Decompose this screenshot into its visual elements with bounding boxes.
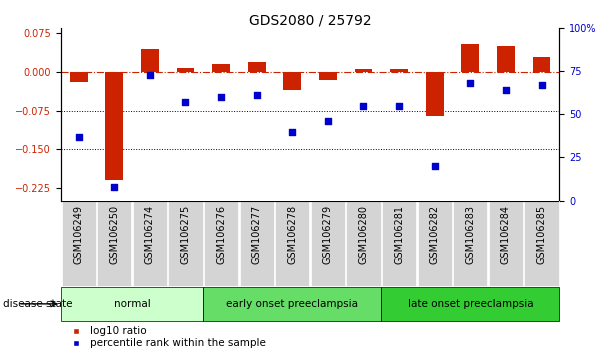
FancyBboxPatch shape bbox=[61, 201, 95, 286]
FancyBboxPatch shape bbox=[489, 201, 523, 286]
Point bbox=[323, 119, 333, 124]
FancyBboxPatch shape bbox=[311, 201, 345, 286]
Bar bbox=[283, 72, 301, 90]
FancyBboxPatch shape bbox=[133, 201, 167, 286]
Point bbox=[109, 184, 119, 190]
Legend: log10 ratio, percentile rank within the sample: log10 ratio, percentile rank within the … bbox=[66, 326, 266, 348]
FancyBboxPatch shape bbox=[240, 201, 274, 286]
Text: normal: normal bbox=[114, 299, 150, 309]
Point bbox=[181, 99, 190, 105]
FancyBboxPatch shape bbox=[381, 287, 559, 321]
Text: early onset preeclampsia: early onset preeclampsia bbox=[226, 299, 358, 309]
FancyBboxPatch shape bbox=[453, 201, 488, 286]
Text: GSM106282: GSM106282 bbox=[430, 205, 440, 264]
Text: GSM106279: GSM106279 bbox=[323, 205, 333, 264]
Point bbox=[74, 134, 83, 139]
Point bbox=[252, 93, 261, 98]
Bar bbox=[248, 62, 266, 72]
Bar bbox=[70, 72, 88, 82]
FancyBboxPatch shape bbox=[97, 201, 131, 286]
Bar bbox=[533, 57, 550, 72]
Text: GSM106285: GSM106285 bbox=[536, 205, 547, 264]
Text: GSM106274: GSM106274 bbox=[145, 205, 155, 264]
FancyBboxPatch shape bbox=[168, 201, 202, 286]
Bar bbox=[461, 44, 479, 72]
Bar bbox=[141, 49, 159, 72]
Text: GSM106281: GSM106281 bbox=[394, 205, 404, 264]
Point bbox=[359, 103, 368, 109]
FancyBboxPatch shape bbox=[204, 201, 238, 286]
Point bbox=[394, 103, 404, 109]
Text: GSM106278: GSM106278 bbox=[287, 205, 297, 264]
FancyBboxPatch shape bbox=[347, 201, 381, 286]
Text: GSM106283: GSM106283 bbox=[465, 205, 475, 264]
Bar bbox=[319, 72, 337, 80]
FancyBboxPatch shape bbox=[418, 201, 452, 286]
Point bbox=[466, 81, 475, 86]
Point bbox=[430, 163, 440, 169]
Bar bbox=[426, 72, 444, 116]
Text: GSM106280: GSM106280 bbox=[359, 205, 368, 264]
Bar bbox=[176, 68, 195, 72]
Bar bbox=[212, 64, 230, 72]
FancyBboxPatch shape bbox=[61, 287, 203, 321]
FancyBboxPatch shape bbox=[203, 287, 381, 321]
Text: GSM106250: GSM106250 bbox=[109, 205, 119, 264]
Text: GSM106284: GSM106284 bbox=[501, 205, 511, 264]
Text: GSM106276: GSM106276 bbox=[216, 205, 226, 264]
Title: GDS2080 / 25792: GDS2080 / 25792 bbox=[249, 13, 371, 27]
Bar bbox=[497, 46, 515, 72]
Point bbox=[501, 87, 511, 93]
Bar bbox=[390, 69, 408, 72]
Point bbox=[288, 129, 297, 135]
Bar bbox=[105, 72, 123, 180]
Bar bbox=[354, 69, 372, 72]
Text: GSM106277: GSM106277 bbox=[252, 205, 261, 264]
Point bbox=[145, 72, 154, 78]
Text: GSM106275: GSM106275 bbox=[181, 205, 190, 264]
FancyBboxPatch shape bbox=[382, 201, 416, 286]
Point bbox=[537, 82, 547, 88]
FancyBboxPatch shape bbox=[525, 201, 559, 286]
Text: late onset preeclampsia: late onset preeclampsia bbox=[407, 299, 533, 309]
Point bbox=[216, 95, 226, 100]
Text: disease state: disease state bbox=[3, 299, 72, 309]
Text: GSM106249: GSM106249 bbox=[74, 205, 84, 264]
FancyBboxPatch shape bbox=[275, 201, 309, 286]
